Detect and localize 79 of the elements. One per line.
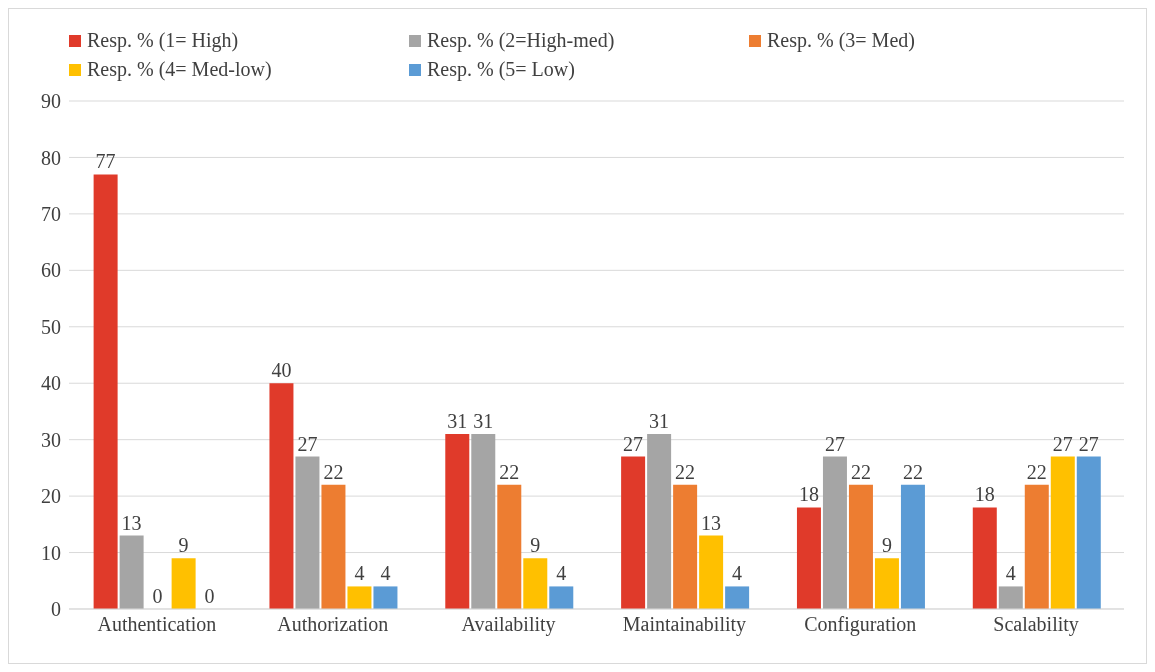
- data-label: 0: [152, 584, 163, 607]
- data-label: 40: [271, 359, 292, 382]
- bar: [373, 586, 398, 609]
- data-label: 22: [1026, 460, 1047, 483]
- data-label: 0: [204, 584, 215, 607]
- legend-label: Resp. % (4= Med-low): [87, 58, 272, 81]
- data-label: 18: [798, 483, 819, 506]
- bar: [497, 484, 522, 609]
- data-label: 9: [178, 534, 189, 557]
- data-label: 4: [1005, 562, 1016, 585]
- bar: [848, 484, 873, 609]
- data-label: 27: [297, 432, 318, 455]
- bar: [972, 507, 997, 609]
- bar: [471, 434, 496, 609]
- data-label: 31: [447, 410, 468, 433]
- data-label: 4: [732, 562, 743, 585]
- y-tick-label: 40: [41, 372, 61, 395]
- bar: [621, 456, 646, 609]
- bar: [171, 558, 196, 609]
- x-tick-label: Authorization: [277, 613, 389, 636]
- data-label: 18: [974, 483, 995, 506]
- legend-label: Resp. % (1= High): [87, 29, 239, 52]
- bar: [874, 558, 899, 609]
- data-label: 31: [649, 410, 670, 433]
- x-tick-label: Maintainability: [622, 613, 747, 637]
- bar: [998, 586, 1023, 609]
- data-label: 77: [95, 150, 116, 173]
- bar: [549, 586, 574, 609]
- bar: [119, 535, 144, 609]
- data-label: 4: [380, 562, 391, 585]
- bar: [900, 484, 925, 609]
- bar: [93, 174, 118, 609]
- y-tick-label: 20: [41, 485, 61, 508]
- data-label: 27: [824, 432, 845, 455]
- data-label: 4: [556, 562, 567, 585]
- data-label: 22: [850, 460, 871, 483]
- data-label: 22: [902, 460, 923, 483]
- data-label: 27: [1078, 432, 1099, 455]
- data-label: 27: [1052, 432, 1073, 455]
- bar: [725, 586, 750, 609]
- bar: [1050, 456, 1075, 609]
- data-label: 22: [675, 460, 696, 483]
- x-tick-label: Availability: [461, 613, 556, 637]
- data-label: 9: [881, 534, 892, 557]
- bar: [1024, 484, 1049, 609]
- bar: [269, 383, 294, 609]
- y-tick-label: 60: [41, 259, 61, 282]
- legend-label: Resp. % (5= Low): [427, 58, 575, 81]
- y-tick-label: 70: [41, 202, 61, 225]
- x-tick-label: Scalability: [993, 613, 1079, 637]
- bar: [822, 456, 847, 609]
- bar: [295, 456, 320, 609]
- bar: [523, 558, 548, 609]
- data-label: 27: [623, 432, 644, 455]
- data-label: 4: [354, 562, 365, 585]
- data-label: 31: [473, 410, 494, 433]
- bar: [1076, 456, 1101, 609]
- data-label: 9: [530, 534, 541, 557]
- bar: [445, 434, 470, 609]
- bar: [699, 535, 724, 609]
- bar: [647, 434, 672, 609]
- data-label: 22: [323, 460, 344, 483]
- x-tick-label: Authentication: [97, 613, 217, 636]
- y-tick-label: 0: [51, 598, 61, 621]
- legend-label: Resp. % (3= Med): [767, 29, 915, 52]
- data-label: 13: [121, 511, 142, 534]
- y-tick-label: 50: [41, 315, 61, 338]
- y-tick-label: 30: [41, 428, 61, 451]
- x-tick-label: Configuration: [804, 613, 917, 637]
- y-tick-label: 90: [41, 90, 61, 113]
- bar: [347, 586, 372, 609]
- y-tick-label: 80: [41, 146, 61, 169]
- legend-label: Resp. % (2=High-med): [427, 29, 615, 52]
- data-label: 22: [499, 460, 520, 483]
- data-label: 13: [701, 511, 722, 534]
- bar: [673, 484, 698, 609]
- bar: [796, 507, 821, 609]
- y-tick-label: 10: [41, 541, 61, 564]
- bar: [321, 484, 346, 609]
